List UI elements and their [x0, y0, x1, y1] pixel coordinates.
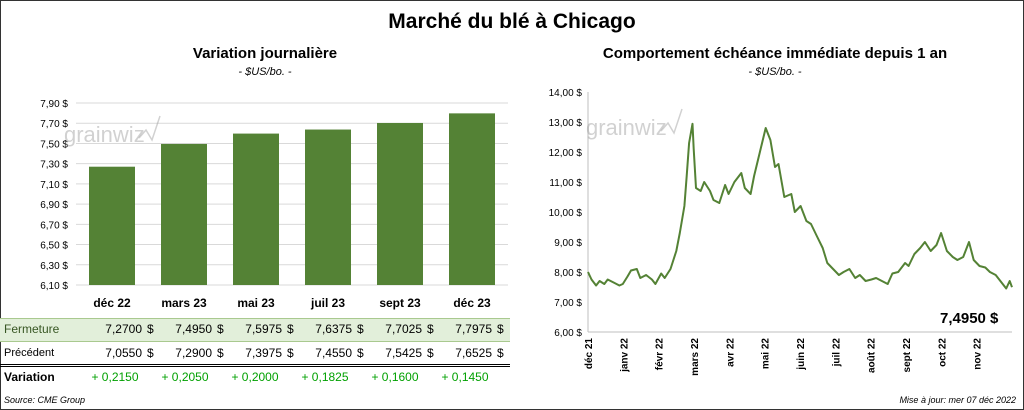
left-panel-subtitle: - $US/bo. - — [238, 66, 292, 78]
last-value-label: 7,4950 $ — [940, 310, 999, 327]
update-note: Mise à jour: mer 07 déc 2022 — [899, 395, 1016, 405]
bar-chart: 6,10 $ 6,30 $ 6,50 $ 6,70 $ 6,90 $ 7,10 $ 7,30… — [40, 99, 508, 310]
table-cell: 7,4550 — [315, 346, 352, 360]
dollar-sign: $ — [427, 322, 434, 336]
bar-5 — [449, 113, 495, 285]
bar-2 — [233, 133, 279, 285]
table-cell: 7,0550 — [105, 346, 142, 360]
left-watermark-logo: grainwiz — [64, 115, 161, 147]
table-cell: 7,5975 — [245, 322, 282, 336]
precedent-row-border — [0, 342, 510, 365]
row-label: Fermeture — [4, 322, 60, 336]
bar-y-tick: 6,90 $ — [40, 200, 68, 211]
dollar-sign: $ — [217, 322, 224, 336]
table-cell: + 0,2050 — [161, 370, 209, 384]
line-x-tick: mars 22 — [690, 338, 701, 376]
line-x-tick: nov 22 — [973, 338, 984, 370]
row-label: Précédent — [4, 347, 55, 359]
bar-1 — [161, 143, 207, 285]
table-cell: + 0,2000 — [231, 370, 279, 384]
source-note: Source: CME Group — [4, 395, 86, 405]
bar-4 — [377, 122, 423, 285]
bar-y-tick: 7,50 $ — [40, 139, 68, 150]
bar-category-label: déc 22 — [93, 296, 131, 310]
left-watermark-logo-mark — [138, 115, 161, 142]
line-x-tick: déc 21 — [584, 338, 595, 370]
line-y-tick: 14,00 $ — [549, 88, 583, 99]
table-cell: + 0,1825 — [301, 370, 349, 384]
table-cell: 7,2700 — [105, 322, 142, 336]
bar-category-label: mars 23 — [161, 296, 207, 310]
fermeture-row-highlight — [0, 318, 510, 342]
line-y-tick: 13,00 $ — [549, 118, 583, 129]
right-watermark-logo-text: grainwiz — [586, 115, 667, 140]
table-cell: 7,3975 — [245, 346, 282, 360]
right-watermark-logo: grainwiz — [586, 108, 683, 140]
row-label: Variation — [4, 370, 55, 384]
table-cell: + 0,1450 — [441, 370, 489, 384]
table-cell: 7,7025 — [385, 322, 422, 336]
right-panel-subtitle: - $US/bo. - — [748, 66, 802, 78]
bar-y-tick: 6,10 $ — [40, 281, 68, 292]
line-x-tick: févr 22 — [655, 338, 666, 371]
line-y-tick: 12,00 $ — [549, 148, 583, 159]
table-cell: + 0,1600 — [371, 370, 419, 384]
left-panel-title: Variation journalière — [192, 45, 338, 62]
dollar-sign: $ — [357, 346, 364, 360]
line-x-tick: sept 22 — [902, 338, 913, 373]
table-cell: 7,5425 — [385, 346, 422, 360]
right-panel-title: Comportement échéance immédiate depuis 1… — [602, 45, 948, 62]
table-row: Variation + 0,2150 + 0,2050 + 0,2000 + 0,182… — [0, 366, 510, 388]
table-row: Fermeture 7,2700 $7,4950 $7,5975 $7,6375 $7,7… — [0, 318, 510, 340]
bar-y-tick: 7,70 $ — [40, 119, 68, 130]
table-row: Précédent 7,0550 $7,2900 $7,3975 $7,4550 $7,5… — [0, 342, 510, 364]
dollar-sign: $ — [287, 346, 294, 360]
bar-category-label: juil 23 — [310, 296, 345, 310]
bar-category-label: sept 23 — [379, 296, 421, 310]
dollar-sign: $ — [217, 346, 224, 360]
right-watermark-logo-mark — [660, 108, 683, 135]
bar-category-label: mai 23 — [237, 296, 275, 310]
bar-y-tick: 6,70 $ — [40, 220, 68, 231]
bar-y-tick: 7,30 $ — [40, 160, 68, 171]
dollar-sign: $ — [287, 322, 294, 336]
line-y-tick: 7,00 $ — [554, 298, 582, 309]
line-x-tick: mai 22 — [761, 338, 772, 370]
line-y-tick: 11,00 $ — [549, 178, 582, 189]
line-x-tick: avr 22 — [725, 338, 736, 367]
bar-3 — [305, 129, 351, 285]
bar-0 — [89, 166, 135, 285]
line-x-tick: oct 22 — [937, 338, 948, 367]
line-y-tick: 9,00 $ — [554, 238, 582, 249]
line-y-tick: 8,00 $ — [554, 268, 582, 279]
table-cell: 7,2900 — [175, 346, 212, 360]
bar-category-label: déc 23 — [453, 296, 491, 310]
dollar-sign: $ — [497, 346, 504, 360]
line-y-tick: 6,00 $ — [554, 328, 582, 339]
bar-y-tick: 6,50 $ — [40, 241, 68, 252]
line-chart: 6,00 $ 7,00 $ 8,00 $ 9,00 $ 10,00 $ 11,00 $ 12… — [549, 88, 1013, 376]
variation-row-border — [0, 366, 510, 369]
table-cell: 7,6525 — [455, 346, 492, 360]
line-x-tick: juin 22 — [796, 338, 807, 371]
line-x-tick: juil 22 — [831, 338, 842, 368]
price-line-series — [587, 122, 1013, 290]
dollar-sign: $ — [497, 322, 504, 336]
bar-y-tick: 6,30 $ — [40, 261, 68, 272]
dollar-sign: $ — [357, 322, 364, 336]
table-cell: 7,6375 — [315, 322, 352, 336]
table-cell: 7,4950 — [175, 322, 212, 336]
bar-y-tick: 7,10 $ — [40, 180, 68, 191]
page-title: Marché du blé à Chicago — [388, 10, 636, 33]
table-cell: + 0,2150 — [91, 370, 139, 384]
dollar-sign: $ — [147, 322, 154, 336]
line-y-tick: 10,00 $ — [549, 208, 583, 219]
line-x-tick: août 22 — [867, 338, 878, 373]
dollar-sign: $ — [147, 346, 154, 360]
table-cell: 7,7975 — [455, 322, 492, 336]
left-watermark-logo-text: grainwiz — [64, 122, 145, 147]
line-x-tick: janv 22 — [619, 338, 630, 373]
bar-y-tick: 7,90 $ — [40, 99, 68, 110]
dollar-sign: $ — [427, 346, 434, 360]
